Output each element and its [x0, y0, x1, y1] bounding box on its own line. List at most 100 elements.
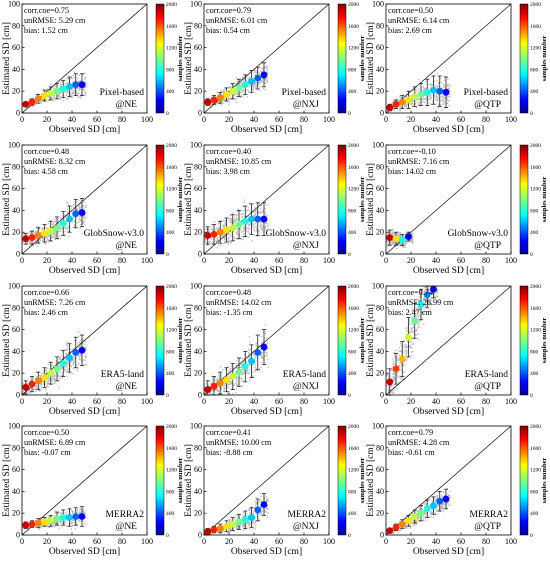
sample-dot	[396, 242, 398, 244]
sample-dot	[58, 358, 60, 360]
sample-dot	[84, 218, 86, 220]
sample-dot	[73, 221, 76, 223]
colorbar-tick-label: 1200	[166, 46, 177, 52]
sample-dot	[392, 99, 395, 102]
sample-dot	[267, 358, 269, 360]
sample-dot	[399, 245, 401, 247]
sample-dot	[27, 241, 29, 243]
sample-dot	[392, 364, 395, 366]
sample-dot	[446, 88, 449, 90]
sample-dot	[424, 88, 427, 90]
y-axis-label: Estimated SD [cm]	[2, 163, 12, 236]
sample-dot	[419, 296, 421, 298]
sample-dot	[69, 523, 71, 525]
sample-dot	[66, 90, 68, 92]
sample-dot	[85, 84, 87, 86]
sample-dot	[219, 103, 221, 105]
sample-dot	[64, 521, 66, 523]
sample-dot	[404, 345, 406, 347]
sample-dot	[387, 111, 389, 113]
sample-dot	[79, 340, 81, 343]
sample-dot	[231, 382, 233, 385]
sample-dot	[73, 519, 75, 521]
sample-dot	[68, 235, 70, 238]
sample-dot	[428, 303, 430, 305]
sample-dot	[436, 95, 438, 97]
sample-dot	[217, 93, 219, 96]
data-point	[398, 355, 406, 363]
sample-dot	[49, 526, 51, 528]
sample-dot	[266, 498, 268, 501]
sample-dot	[53, 522, 55, 524]
sample-dot	[239, 96, 241, 98]
sample-dot	[44, 242, 46, 245]
sample-dot	[84, 215, 86, 217]
sample-dot	[235, 95, 237, 98]
sample-dot	[69, 93, 72, 95]
sample-dot	[266, 70, 268, 72]
colorbar-tick-label: 1200	[530, 187, 541, 193]
sample-dot	[411, 242, 414, 244]
sample-dot	[58, 87, 61, 90]
data-point	[204, 386, 212, 393]
x-tick-label: 80	[118, 537, 126, 546]
sample-dot	[80, 93, 83, 95]
sample-dot	[255, 210, 257, 213]
sample-dot	[228, 375, 230, 378]
sample-dot	[430, 296, 432, 299]
sample-dot	[264, 510, 267, 513]
x-tick-label: 20	[43, 115, 51, 124]
data-point	[235, 221, 243, 228]
sample-dot	[79, 218, 81, 220]
sample-dot	[233, 384, 236, 386]
sample-dot	[36, 231, 38, 233]
sample-dot	[66, 201, 68, 203]
sample-dot	[411, 105, 414, 107]
sample-dot	[419, 295, 422, 297]
sample-dot	[210, 228, 212, 231]
sample-dot	[424, 94, 426, 96]
sample-dot	[403, 371, 406, 373]
sample-dot	[35, 526, 37, 528]
sample-dot	[73, 217, 75, 219]
sample-dot	[417, 88, 420, 90]
sample-dot	[76, 208, 78, 210]
sample-dot	[428, 304, 431, 306]
sample-dot	[55, 360, 58, 362]
sample-dot	[22, 242, 24, 244]
sample-dot	[408, 95, 410, 98]
sample-dot	[398, 369, 400, 371]
region-label: @NE	[116, 382, 138, 392]
sample-dot	[422, 89, 425, 91]
sample-dot	[222, 224, 225, 227]
sample-dot	[223, 381, 225, 384]
colorbar-tick-label: 1600	[530, 306, 541, 312]
sample-dot	[400, 244, 403, 246]
y-tick-label: 20	[376, 87, 384, 96]
sample-dot	[410, 100, 413, 103]
sample-dot	[403, 340, 405, 342]
sample-dot	[252, 353, 255, 355]
sample-dot	[394, 232, 397, 235]
sample-dot	[411, 318, 413, 320]
sample-dot	[246, 370, 248, 372]
sample-dot	[443, 84, 445, 86]
sample-dot	[428, 302, 430, 304]
data-point	[59, 359, 67, 367]
sample-dot	[73, 519, 76, 521]
sample-dot	[71, 525, 74, 527]
sample-dot	[84, 517, 86, 519]
sample-dot	[77, 364, 80, 366]
sample-dot	[237, 227, 239, 229]
sample-dot	[51, 97, 53, 99]
sample-dot	[74, 225, 76, 228]
sample-dot	[234, 98, 236, 100]
sample-dot	[431, 284, 432, 285]
data-point	[223, 91, 230, 98]
sample-dot	[397, 365, 400, 367]
colorbar-tick-label: 1200	[166, 328, 177, 334]
region-label: @NXJ	[293, 382, 319, 392]
sample-dot	[420, 299, 423, 301]
sample-dot	[265, 214, 267, 216]
sample-dot	[68, 226, 70, 228]
